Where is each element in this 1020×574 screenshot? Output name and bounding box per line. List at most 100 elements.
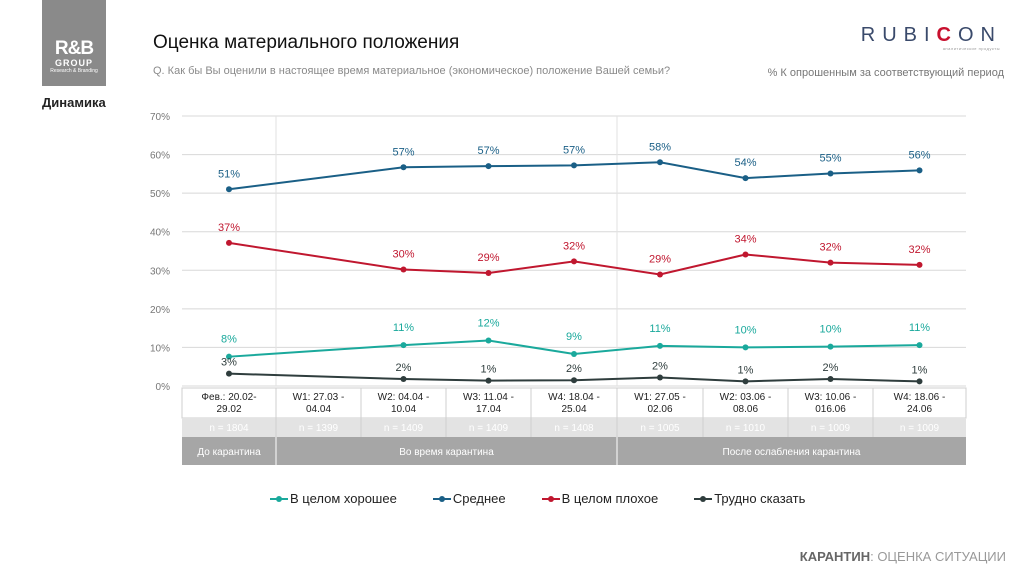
brand-prefix: RUBI	[860, 24, 937, 46]
data-point	[485, 163, 492, 170]
series-line	[228, 339, 920, 358]
data-label: 29%	[649, 254, 671, 266]
data-point	[400, 266, 407, 273]
category-label: 04.04	[306, 404, 331, 415]
legend-label-good: В целом хорошее	[290, 491, 397, 506]
data-label: 1%	[738, 364, 754, 376]
sample-size-label: n = 1804	[209, 423, 249, 434]
data-point	[827, 343, 834, 350]
data-label: 3%	[221, 357, 237, 369]
data-point	[657, 342, 663, 349]
data-label: 54%	[734, 157, 756, 169]
sample-row	[182, 418, 966, 437]
data-point	[916, 167, 923, 174]
data-point	[657, 159, 663, 166]
category-label: W1: 27.05 -	[634, 392, 686, 403]
legend-item-average: Среднее	[432, 491, 506, 506]
logo-main: R&B	[54, 38, 94, 59]
data-point	[827, 170, 834, 177]
legend-swatch-average	[432, 495, 451, 502]
data-point	[657, 271, 663, 278]
y-tick-label: 0%	[156, 382, 171, 393]
y-tick-label: 70%	[150, 112, 170, 123]
legend-label-average: Среднее	[452, 491, 506, 506]
series-line	[228, 161, 920, 191]
data-label: 9%	[566, 331, 582, 343]
category-label: W3: 11.04 -	[463, 392, 514, 403]
sample-size-label: n = 1409	[469, 423, 509, 434]
data-label: 34%	[734, 233, 756, 245]
data-point	[485, 377, 492, 384]
data-point	[226, 239, 232, 246]
category-label: 25.04	[561, 404, 586, 415]
data-point	[742, 175, 749, 182]
data-label: 32%	[819, 242, 841, 254]
data-label: 32%	[563, 240, 585, 252]
data-label: 11%	[909, 322, 930, 334]
period-label: После ослабления карантина	[723, 446, 861, 458]
data-point	[571, 377, 577, 384]
data-label: 2%	[396, 362, 412, 374]
category-label: W1: 27.03 -	[293, 392, 345, 403]
series-line	[228, 372, 920, 383]
data-point	[400, 342, 407, 349]
category-label: 08.06	[733, 404, 758, 415]
data-point	[226, 370, 232, 377]
data-label: 30%	[392, 249, 414, 261]
category-label: W4: 18.06 -	[894, 392, 946, 403]
data-label: 56%	[908, 149, 930, 161]
rubicon-logo: RUBICON	[861, 24, 1002, 47]
y-tick-label: 40%	[150, 228, 170, 239]
sample-size-label: n = 1408	[554, 423, 594, 434]
data-point	[485, 269, 492, 276]
data-point	[742, 378, 749, 385]
data-label: 8%	[221, 334, 237, 346]
sample-size-label: n = 1005	[640, 423, 680, 434]
data-label: 37%	[218, 222, 240, 234]
data-point	[916, 342, 923, 349]
company-logo: R&B GROUP Research & Branding	[42, 0, 106, 86]
sample-size-label: n = 1010	[726, 423, 766, 434]
data-point	[916, 378, 923, 385]
data-point	[571, 258, 577, 265]
y-tick-label: 30%	[150, 266, 170, 277]
data-point	[571, 350, 577, 357]
data-label: 1%	[912, 364, 928, 376]
category-label: 24.06	[907, 404, 932, 415]
data-point	[400, 164, 407, 171]
legend-label-hard: Трудно сказать	[714, 491, 806, 506]
footer-bold: КАРАНТИН	[799, 549, 871, 564]
category-label: 10.04	[391, 404, 416, 415]
data-label: 2%	[652, 361, 668, 373]
legend-label-bad: В целом плохое	[561, 491, 659, 506]
data-point	[485, 337, 492, 344]
data-label: 55%	[819, 152, 841, 164]
data-label: 57%	[477, 145, 499, 157]
category-label: 17.04	[476, 404, 501, 415]
chart-legend: В целом хорошее Среднее В целом плохое Т…	[270, 491, 805, 506]
data-label: 12%	[477, 317, 499, 329]
logo-tagline: Research & Branding	[50, 68, 98, 74]
data-point	[916, 261, 923, 268]
legend-swatch-bad	[541, 495, 560, 502]
sample-size-label: n = 1009	[900, 423, 940, 434]
data-label: 2%	[823, 362, 839, 374]
survey-question: Q. Как бы Вы оценили в настоящее время м…	[153, 65, 671, 77]
data-point	[400, 376, 407, 383]
category-label: 29.02	[216, 404, 241, 415]
period-row	[182, 437, 966, 465]
legend-item-bad: В целом плохое	[541, 491, 659, 506]
base-note: % К опрошенным за соответствующий период	[767, 67, 1004, 79]
data-point	[742, 344, 749, 351]
data-label: 11%	[393, 322, 414, 334]
category-label: Фев.: 20.02-	[201, 392, 256, 403]
data-label: 11%	[649, 323, 670, 335]
section-label: Динамика	[42, 95, 106, 110]
logo-group: GROUP	[54, 58, 93, 68]
legend-swatch-good	[270, 495, 288, 502]
data-point	[571, 162, 577, 169]
brand-suffix: ON	[958, 24, 1002, 46]
data-point	[827, 259, 834, 266]
category-label: W4: 18.04 -	[548, 392, 600, 403]
